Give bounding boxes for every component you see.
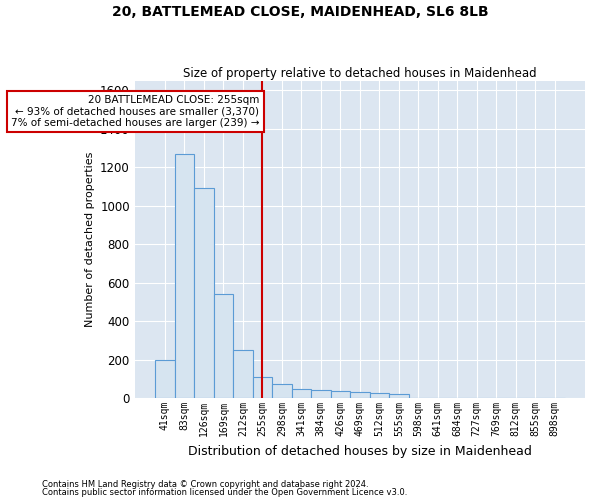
Bar: [194, 188, 214, 398]
Y-axis label: Number of detached properties: Number of detached properties: [85, 152, 95, 327]
Bar: [331, 392, 350, 398]
Bar: [175, 154, 194, 398]
Text: Contains HM Land Registry data © Crown copyright and database right 2024.: Contains HM Land Registry data © Crown c…: [42, 480, 368, 489]
Bar: [214, 294, 233, 398]
Bar: [272, 384, 292, 398]
Text: Contains public sector information licensed under the Open Government Licence v3: Contains public sector information licen…: [42, 488, 407, 497]
Bar: [350, 392, 370, 398]
Text: 20, BATTLEMEAD CLOSE, MAIDENHEAD, SL6 8LB: 20, BATTLEMEAD CLOSE, MAIDENHEAD, SL6 8L…: [112, 5, 488, 19]
Bar: [389, 394, 409, 398]
Bar: [233, 350, 253, 398]
Bar: [292, 388, 311, 398]
Bar: [370, 394, 389, 398]
Bar: [155, 360, 175, 398]
Title: Size of property relative to detached houses in Maidenhead: Size of property relative to detached ho…: [183, 66, 536, 80]
Text: 20 BATTLEMEAD CLOSE: 255sqm
← 93% of detached houses are smaller (3,370)
7% of s: 20 BATTLEMEAD CLOSE: 255sqm ← 93% of det…: [11, 95, 259, 128]
X-axis label: Distribution of detached houses by size in Maidenhead: Distribution of detached houses by size …: [188, 444, 532, 458]
Bar: [311, 390, 331, 398]
Bar: [253, 377, 272, 398]
